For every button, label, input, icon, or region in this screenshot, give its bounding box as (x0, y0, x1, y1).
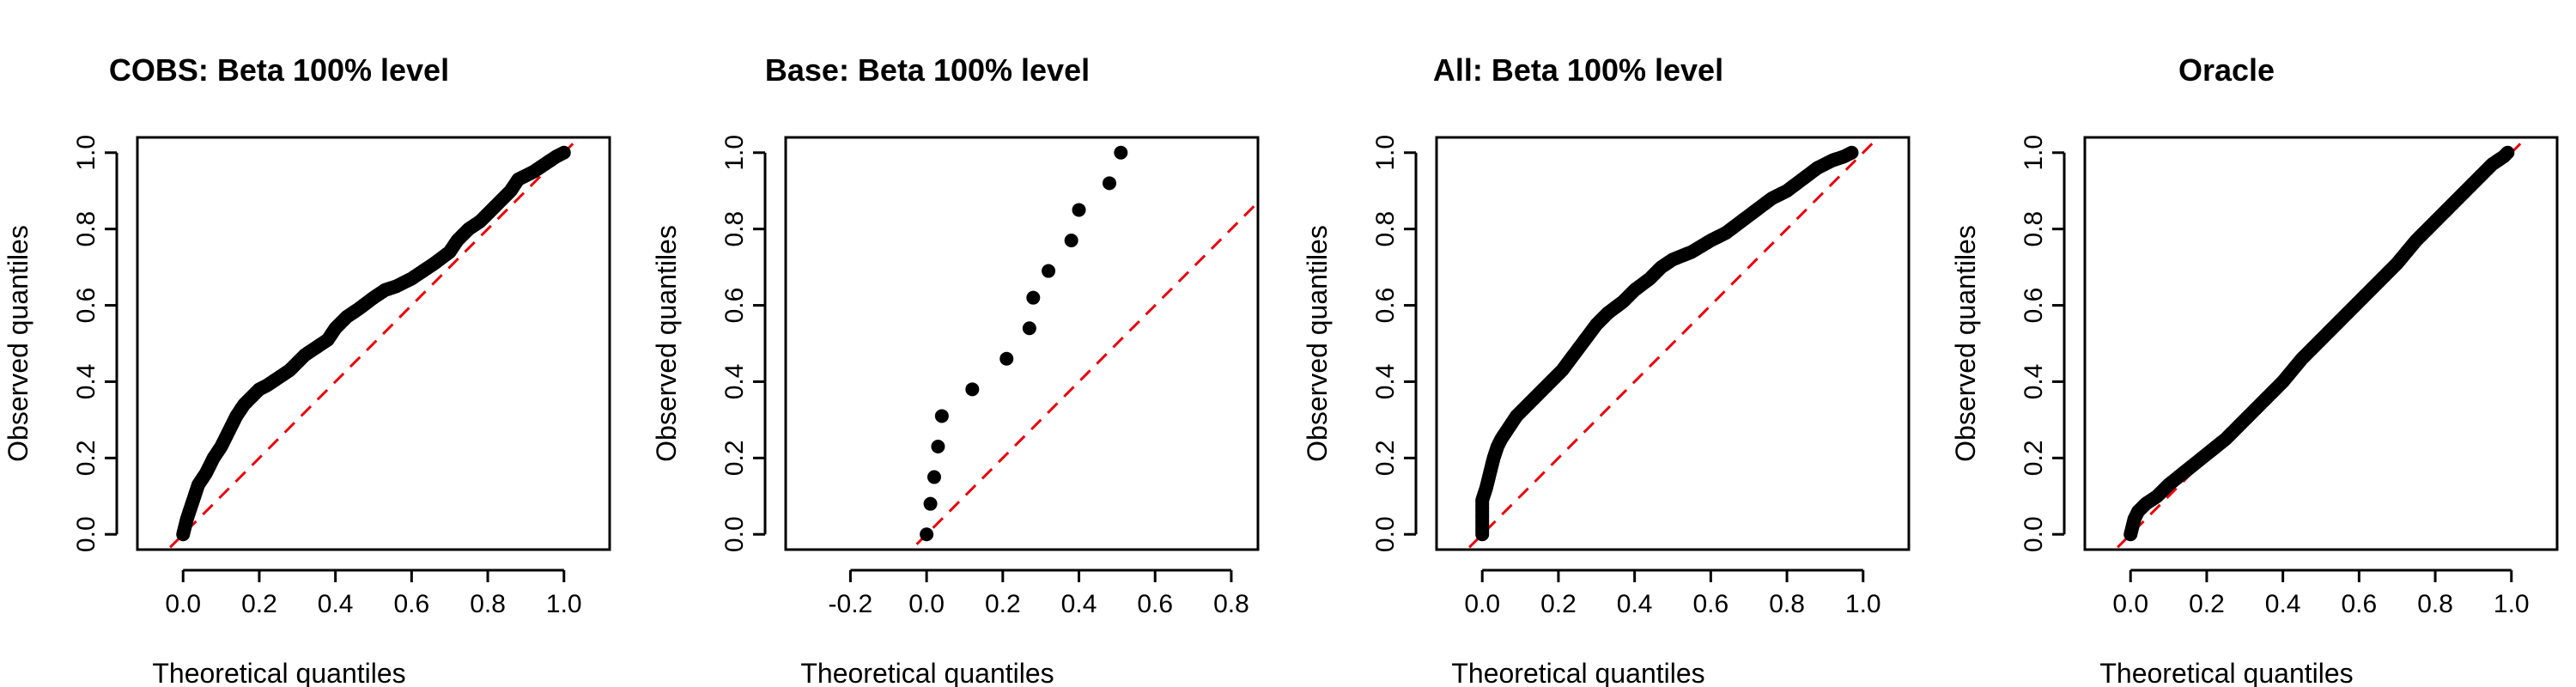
y-tick-label: 0.8 (2020, 211, 2048, 247)
plot-frame (784, 136, 1260, 551)
y-tick-label: 1.0 (2020, 135, 2048, 171)
y-axis-label: Observed quantiles (1302, 225, 1333, 462)
y-tick-label: 0.6 (720, 288, 749, 324)
x-tick-label: 0.0 (1464, 590, 1500, 618)
data-point (1103, 176, 1117, 191)
x-tick-label: 0.0 (908, 590, 945, 618)
qq-panel-base: Base: Beta 100% level Theoretical quanti… (651, 52, 1260, 687)
data-points (2123, 145, 2515, 542)
data-point (999, 351, 1014, 366)
x-tick-label: 0.6 (1137, 590, 1173, 618)
data-point (920, 527, 934, 542)
y-tick-label: 0.8 (72, 211, 100, 247)
x-tick-label: 0.2 (985, 590, 1021, 618)
data-point (923, 496, 938, 511)
x-tick-label: 0.4 (318, 590, 354, 618)
data-points (920, 145, 1128, 542)
x-tick-label: 0.6 (2341, 590, 2377, 618)
x-tick-label: 1.0 (1845, 590, 1881, 618)
reference-line (166, 137, 581, 550)
y-tick-label: 0.2 (72, 440, 100, 476)
chart-title: COBS: Beta 100% level (109, 52, 449, 88)
data-point (931, 440, 945, 453)
plot-frame (2083, 136, 2559, 551)
data-point (1064, 234, 1078, 247)
x-tick-label: 0.2 (1540, 590, 1577, 618)
data-points (176, 145, 571, 542)
chart-title: Oracle (2178, 52, 2275, 88)
data-point (934, 409, 949, 423)
y-axis-label: Observed quantiles (3, 225, 33, 462)
y-tick-label: 1.0 (72, 135, 100, 171)
x-tick-label: 0.0 (2112, 590, 2148, 618)
reference-line (1465, 137, 1880, 550)
chart-title: All: Beta 100% level (1433, 52, 1723, 88)
y-tick-label: 0.2 (1371, 440, 1400, 476)
y-tick-label: 0.8 (720, 211, 749, 247)
data-point (1072, 203, 1086, 217)
y-tick-label: 0.6 (2020, 288, 2048, 324)
x-tick-label: 0.8 (1769, 590, 1805, 618)
plot-frame (136, 136, 611, 551)
y-tick-label: 0.4 (72, 364, 100, 400)
x-tick-label: 0.6 (1692, 590, 1728, 618)
x-axis-label: Theoretical quantiles (152, 658, 405, 687)
x-axis-label: Theoretical quantiles (800, 658, 1054, 687)
qq-panel-oracle: Oracle Theoretical quantiles Observed qu… (1950, 52, 2559, 687)
data-points (1475, 145, 1859, 542)
reference-line (909, 201, 1258, 550)
qq-panel-cobs: COBS: Beta 100% level Theoretical quanti… (3, 52, 611, 687)
x-tick-label: 0.4 (2265, 590, 2301, 618)
y-tick-label: 0.6 (1371, 288, 1400, 324)
x-tick-label: 0.4 (1061, 590, 1097, 618)
x-tick-label: 0.2 (241, 590, 277, 618)
y-axis-label: Observed quantiles (1950, 225, 1981, 462)
y-tick-label: 0.0 (2020, 516, 2048, 552)
y-tick-label: 0.0 (1371, 516, 1400, 552)
plot-frame (1435, 136, 1911, 551)
data-point (1022, 321, 1036, 336)
y-tick-label: 0.4 (2020, 364, 2048, 400)
y-tick-label: 0.4 (1371, 364, 1400, 400)
y-tick-label: 0.2 (720, 440, 749, 476)
y-tick-label: 1.0 (720, 135, 749, 171)
y-tick-label: 1.0 (1371, 135, 1400, 171)
y-tick-label: 0.6 (72, 288, 100, 324)
x-tick-label: 0.6 (393, 590, 429, 618)
data-point (965, 382, 980, 397)
x-tick-label: 0.0 (165, 590, 201, 618)
y-tick-label: 0.4 (720, 364, 749, 400)
data-point (1026, 290, 1041, 305)
x-tick-label: 1.0 (546, 590, 582, 618)
x-tick-label: -0.2 (829, 590, 873, 618)
y-tick-label: 0.0 (720, 516, 749, 552)
x-tick-label: 0.4 (1617, 590, 1653, 618)
x-tick-label: 0.2 (2189, 590, 2225, 618)
chart-title: Base: Beta 100% level (765, 52, 1090, 88)
y-axis-label: Observed quantiles (651, 225, 682, 462)
data-point (556, 145, 571, 160)
y-tick-label: 0.2 (2020, 440, 2048, 476)
x-axis-label: Theoretical quantiles (2099, 658, 2353, 687)
x-tick-label: 0.8 (2417, 590, 2453, 618)
x-tick-label: 0.8 (470, 590, 506, 618)
data-point (927, 470, 941, 484)
data-point (1114, 145, 1128, 160)
x-tick-label: 0.8 (1213, 590, 1249, 618)
y-tick-label: 0.8 (1371, 211, 1400, 247)
x-axis-label: Theoretical quantiles (1451, 658, 1704, 687)
data-point (1844, 145, 1859, 160)
data-point (2500, 145, 2515, 160)
data-point (1042, 264, 1056, 278)
y-tick-label: 0.0 (72, 516, 100, 552)
qq-panel-all: All: Beta 100% level Theoretical quantil… (1302, 52, 1911, 687)
x-tick-label: 1.0 (2494, 590, 2530, 618)
